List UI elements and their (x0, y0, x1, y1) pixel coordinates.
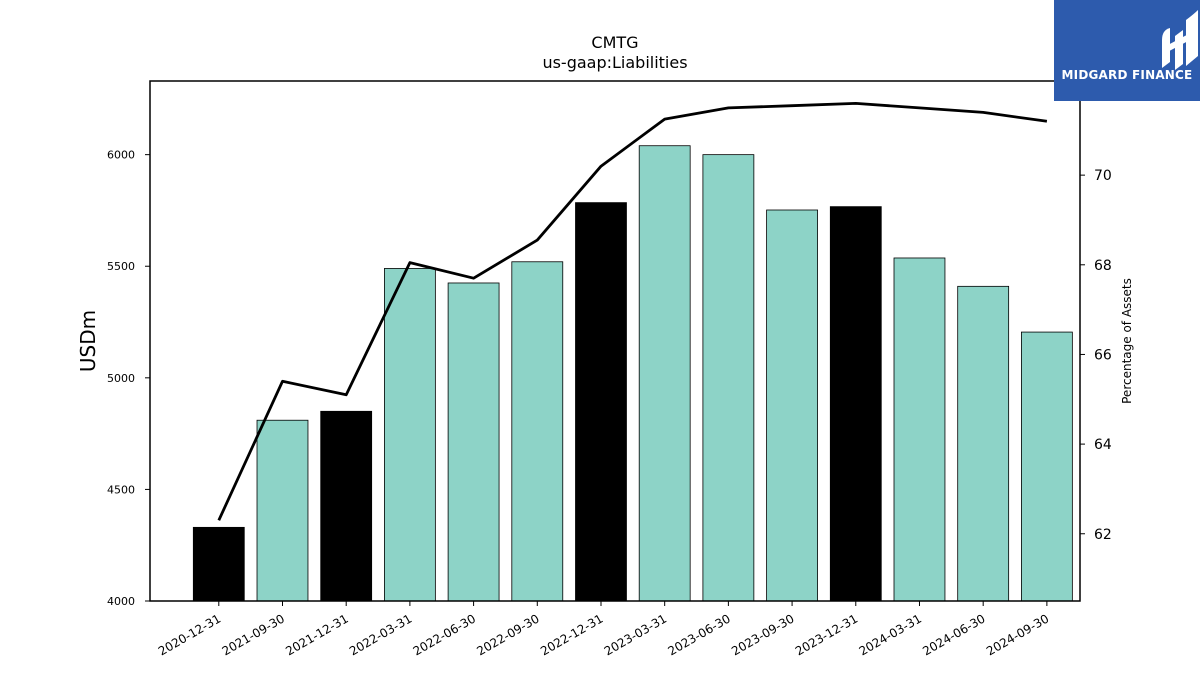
x-tick-label-2020-12-31: 2020-12-31 (156, 611, 223, 658)
y2-tick-label-62: 62 (1094, 527, 1112, 543)
bar-2022-12-31 (575, 202, 627, 602)
x-tick-label-2023-09-30: 2023-09-30 (729, 611, 796, 658)
y2-tick-label-70: 70 (1094, 168, 1112, 184)
bar-2023-12-31 (829, 206, 882, 602)
y-tick-label-4000: 4000 (107, 595, 135, 608)
bar-2022-03-31 (384, 268, 436, 602)
x-tick-label-2021-09-30: 2021-09-30 (220, 611, 287, 658)
y-tick-label-5500: 5500 (107, 260, 135, 273)
bar-2023-03-31 (638, 145, 691, 602)
x-tick-label-2024-09-30: 2024-09-30 (984, 611, 1051, 658)
y-tick-label-4500: 4500 (107, 483, 135, 496)
bar-2023-09-30 (766, 209, 818, 602)
x-tick-label-2023-03-31: 2023-03-31 (602, 611, 669, 658)
y-axis-label: USDm (76, 310, 100, 372)
y-axis-right: 62 64 66 68 70 (1080, 168, 1112, 543)
midgard-logo-icon (1162, 10, 1198, 70)
bar-2023-06-30 (702, 154, 755, 602)
x-tick-label-2022-03-31: 2022-03-31 (347, 611, 414, 658)
y2-tick-label-64: 64 (1094, 437, 1112, 453)
bar-2021-09-30 (256, 419, 309, 602)
percentage-line (217, 102, 1048, 521)
bar-group (192, 145, 1073, 602)
x-tick-label-2023-12-31: 2023-12-31 (793, 611, 860, 658)
x-tick-label-2024-06-30: 2024-06-30 (920, 611, 987, 658)
chart-subtitle: us-gaap:Liabilities (542, 53, 687, 72)
chart-title: CMTG (591, 33, 638, 52)
y-tick-label-5000: 5000 (107, 372, 135, 385)
bar-2024-06-30 (957, 285, 1010, 602)
line-group (217, 102, 1048, 521)
bar-2024-09-30 (1020, 331, 1073, 602)
bar-2024-03-31 (893, 257, 946, 602)
bar-2020-12-31 (192, 526, 245, 602)
y2-tick-label-68: 68 (1094, 258, 1112, 274)
x-tick-label-2022-12-31: 2022-12-31 (538, 611, 605, 658)
x-axis: 2020-12-312021-09-302021-12-312022-03-31… (156, 601, 1051, 658)
x-tick-label-2022-09-30: 2022-09-30 (474, 611, 541, 658)
brand-logo: MIDGARD FINANCE (1054, 0, 1200, 101)
y2-tick-label-66: 66 (1094, 347, 1112, 363)
y2-axis-label: Percentage of Assets (1120, 278, 1134, 404)
x-tick-label-2022-06-30: 2022-06-30 (411, 611, 478, 658)
bar-2022-06-30 (447, 282, 500, 602)
x-tick-label-2024-03-31: 2024-03-31 (857, 611, 924, 658)
bar-2021-12-31 (320, 410, 373, 602)
x-tick-label-2021-12-31: 2021-12-31 (283, 611, 350, 658)
y-tick-label-6000: 6000 (107, 149, 135, 162)
bar-2022-09-30 (511, 261, 564, 602)
y-axis-left: 4000 4500 5000 5500 6000 (107, 149, 150, 608)
x-tick-label-2023-06-30: 2023-06-30 (665, 611, 732, 658)
plot-frame (149, 80, 1081, 602)
logo-text: MIDGARD FINANCE (1061, 68, 1193, 82)
